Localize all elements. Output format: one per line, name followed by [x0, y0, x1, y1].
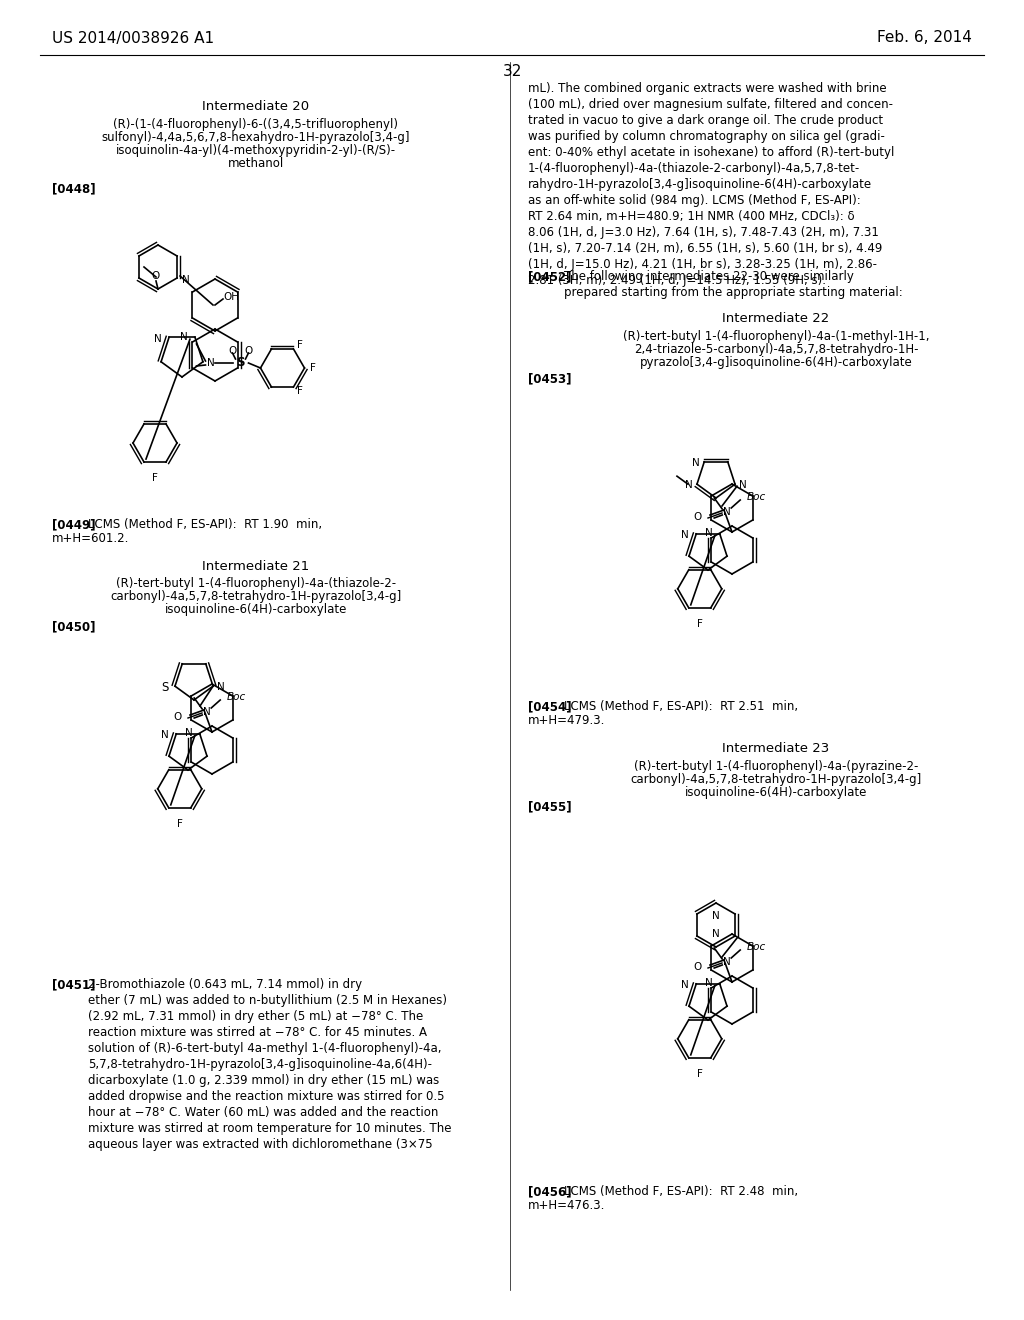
Text: F: F: [298, 385, 303, 396]
Text: N: N: [207, 358, 214, 368]
Text: LCMS (Method F, ES-API):  RT 1.90  min,: LCMS (Method F, ES-API): RT 1.90 min,: [88, 517, 323, 531]
Text: S: S: [237, 356, 245, 370]
Text: N: N: [705, 978, 713, 987]
Text: carbonyl)-4a,5,7,8-tetrahydro-1H-pyrazolo[3,4-g]: carbonyl)-4a,5,7,8-tetrahydro-1H-pyrazol…: [631, 774, 922, 785]
Text: N: N: [682, 529, 689, 540]
Text: Intermediate 20: Intermediate 20: [203, 100, 309, 114]
Text: F: F: [696, 1069, 702, 1078]
Text: N: N: [182, 275, 189, 285]
Text: Boc: Boc: [748, 492, 767, 502]
Text: N: N: [723, 957, 731, 968]
Text: m+H=476.3.: m+H=476.3.: [528, 1199, 605, 1212]
Text: pyrazolo[3,4-g]isoquinoline-6(4H)-carboxylate: pyrazolo[3,4-g]isoquinoline-6(4H)-carbox…: [640, 356, 912, 370]
Text: N: N: [712, 929, 720, 939]
Text: N: N: [685, 480, 693, 490]
Text: F: F: [177, 818, 182, 829]
Text: [0449]: [0449]: [52, 517, 95, 531]
Text: The following intermediates 22-30 were similarly
prepared starting from the appr: The following intermediates 22-30 were s…: [564, 271, 903, 300]
Text: isoquinoline-6(4H)-carboxylate: isoquinoline-6(4H)-carboxylate: [165, 603, 347, 616]
Text: N: N: [739, 480, 746, 490]
Text: O: O: [245, 346, 253, 356]
Text: [0452]: [0452]: [528, 271, 571, 282]
Text: [0455]: [0455]: [528, 800, 571, 813]
Text: O: O: [174, 711, 182, 722]
Text: N: N: [204, 708, 211, 717]
Text: methanol: methanol: [228, 157, 284, 170]
Text: N: N: [692, 458, 700, 467]
Text: 32: 32: [503, 65, 521, 79]
Text: N: N: [723, 507, 731, 517]
Text: [0456]: [0456]: [528, 1185, 571, 1199]
Text: F: F: [152, 473, 158, 483]
Text: OH: OH: [223, 292, 239, 302]
Text: carbonyl)-4a,5,7,8-tetrahydro-1H-pyrazolo[3,4-g]: carbonyl)-4a,5,7,8-tetrahydro-1H-pyrazol…: [111, 590, 401, 603]
Text: Feb. 6, 2014: Feb. 6, 2014: [878, 30, 972, 45]
Text: isoquinolin-4a-yl)(4-methoxypyridin-2-yl)-(R/S)-: isoquinolin-4a-yl)(4-methoxypyridin-2-yl…: [116, 144, 396, 157]
Text: F: F: [298, 341, 303, 350]
Text: [0450]: [0450]: [52, 620, 95, 634]
Text: N: N: [185, 727, 193, 738]
Text: Intermediate 22: Intermediate 22: [722, 312, 829, 325]
Text: N: N: [682, 979, 689, 990]
Text: (R)-(1-(4-fluorophenyl)-6-((3,4,5-trifluorophenyl): (R)-(1-(4-fluorophenyl)-6-((3,4,5-triflu…: [114, 117, 398, 131]
Text: [0453]: [0453]: [528, 372, 571, 385]
Text: m+H=601.2.: m+H=601.2.: [52, 532, 129, 545]
Text: [0451]: [0451]: [52, 978, 95, 991]
Text: O: O: [152, 271, 160, 281]
Text: (R)-tert-butyl 1-(4-fluorophenyl)-4a-(1-methyl-1H-1,: (R)-tert-butyl 1-(4-fluorophenyl)-4a-(1-…: [623, 330, 929, 343]
Text: LCMS (Method F, ES-API):  RT 2.48  min,: LCMS (Method F, ES-API): RT 2.48 min,: [564, 1185, 798, 1199]
Text: Intermediate 23: Intermediate 23: [722, 742, 829, 755]
Text: N: N: [705, 528, 713, 537]
Text: F: F: [696, 619, 702, 628]
Text: sulfonyl)-4,4a,5,6,7,8-hexahydro-1H-pyrazolo[3,4-g]: sulfonyl)-4,4a,5,6,7,8-hexahydro-1H-pyra…: [101, 131, 411, 144]
Text: S: S: [162, 681, 169, 694]
Text: 2,4-triazole-5-carbonyl)-4a,5,7,8-tetrahydro-1H-: 2,4-triazole-5-carbonyl)-4a,5,7,8-tetrah…: [634, 343, 919, 356]
Text: F: F: [310, 363, 316, 374]
Text: (R)-tert-butyl 1-(4-fluorophenyl)-4a-(thiazole-2-: (R)-tert-butyl 1-(4-fluorophenyl)-4a-(th…: [116, 577, 396, 590]
Text: mL). The combined organic extracts were washed with brine
(100 mL), dried over m: mL). The combined organic extracts were …: [528, 82, 894, 286]
Text: Intermediate 21: Intermediate 21: [203, 560, 309, 573]
Text: O: O: [228, 346, 237, 356]
Text: O: O: [693, 512, 702, 521]
Text: N: N: [217, 682, 225, 692]
Text: N: N: [155, 334, 162, 345]
Text: N: N: [162, 730, 169, 739]
Text: O: O: [693, 962, 702, 972]
Text: Boc: Boc: [748, 942, 767, 952]
Text: LCMS (Method F, ES-API):  RT 2.51  min,: LCMS (Method F, ES-API): RT 2.51 min,: [564, 700, 798, 713]
Text: [0454]: [0454]: [528, 700, 571, 713]
Text: [0448]: [0448]: [52, 182, 95, 195]
Text: m+H=479.3.: m+H=479.3.: [528, 714, 605, 727]
Text: US 2014/0038926 A1: US 2014/0038926 A1: [52, 30, 214, 45]
Text: N: N: [712, 911, 720, 921]
Text: Boc: Boc: [227, 692, 247, 702]
Text: N: N: [180, 333, 188, 342]
Text: (R)-tert-butyl 1-(4-fluorophenyl)-4a-(pyrazine-2-: (R)-tert-butyl 1-(4-fluorophenyl)-4a-(py…: [634, 760, 919, 774]
Text: 2-Bromothiazole (0.643 mL, 7.14 mmol) in dry
ether (7 mL) was added to n-butylli: 2-Bromothiazole (0.643 mL, 7.14 mmol) in…: [88, 978, 452, 1151]
Text: isoquinoline-6(4H)-carboxylate: isoquinoline-6(4H)-carboxylate: [685, 785, 867, 799]
